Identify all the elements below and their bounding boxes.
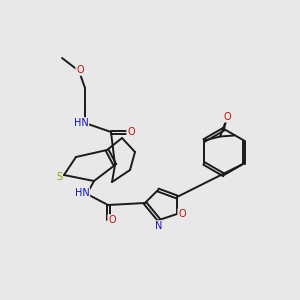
Text: O: O (178, 209, 186, 219)
Text: O: O (127, 127, 135, 137)
Text: HN: HN (74, 118, 88, 128)
Text: O: O (76, 65, 84, 75)
Text: S: S (56, 172, 62, 182)
Text: O: O (223, 112, 231, 122)
Text: O: O (108, 215, 116, 225)
Text: N: N (155, 221, 163, 231)
Text: HN: HN (75, 188, 89, 198)
